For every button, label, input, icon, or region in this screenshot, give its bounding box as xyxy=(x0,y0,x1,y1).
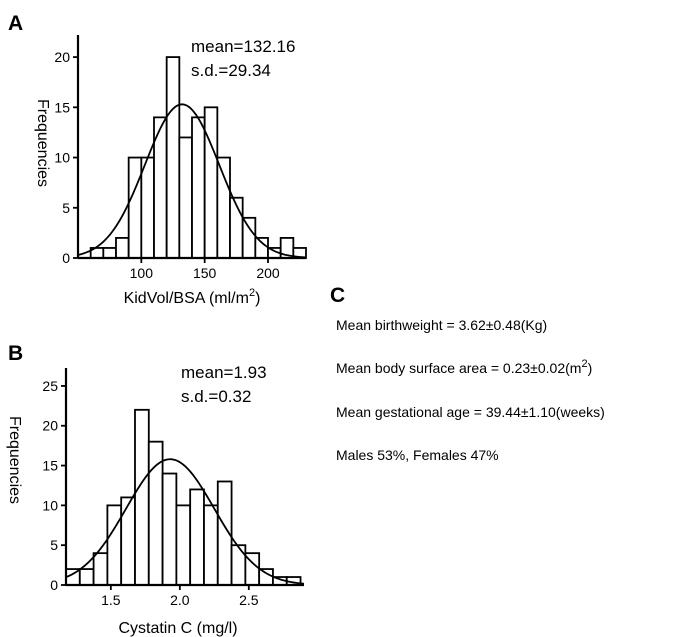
histogram-bar xyxy=(78,568,95,586)
panel-b-normal-fit-curve xyxy=(65,458,305,585)
panel-a-bars xyxy=(89,56,307,259)
histogram-bar xyxy=(191,116,206,259)
panel-a-axes xyxy=(73,35,306,263)
sex-ratio-text: Males 53%, Females 47% xyxy=(336,447,499,463)
histogram-bar xyxy=(134,408,150,586)
panel-b-letter: B xyxy=(8,342,23,365)
y-tick-label: 15 xyxy=(54,99,70,115)
y-tick-label: 0 xyxy=(62,250,70,266)
histogram-bar xyxy=(203,504,219,586)
histogram-bar xyxy=(254,237,269,259)
y-tick-label: 15 xyxy=(42,458,58,474)
panel-c-letter: C xyxy=(330,284,345,307)
histogram-bar xyxy=(161,472,178,586)
x-tick-label: 1.5 xyxy=(101,592,121,608)
x-tick-label: 2.0 xyxy=(170,592,190,608)
histogram-bar xyxy=(127,156,143,259)
panel-b-sd-label: s.d.=0.32 xyxy=(181,387,251,406)
panel-b-mean-label: mean=1.93 xyxy=(181,363,267,382)
x-tick-label: 2.5 xyxy=(239,592,259,608)
y-tick-label: 20 xyxy=(54,49,70,65)
panel-c: C Mean birthweight = 3.62±0.48(Kg) Mean … xyxy=(330,284,605,463)
panel-a-x-axis-title: KidVol/BSA (ml/m2) xyxy=(124,287,261,307)
panel-a-mean-label: mean=132.16 xyxy=(191,37,295,56)
histogram-bar xyxy=(92,552,109,586)
panel-b: B 0 5 10 15 20 25 1.5 2.0 2.5 Frequencies Cystat… xyxy=(6,342,305,637)
y-tick-label: 20 xyxy=(42,418,58,434)
histogram-bar xyxy=(230,544,247,586)
panel-a-letter: A xyxy=(8,12,23,35)
histogram-bar xyxy=(165,56,181,259)
histogram-bar xyxy=(120,496,136,586)
histogram-bar xyxy=(216,156,231,259)
birthweight-text: Mean birthweight = 3.62±0.48(Kg) xyxy=(336,317,547,333)
panel-a-normal-fit-curve xyxy=(77,103,307,259)
panel-b-y-axis-title: Frequencies xyxy=(6,416,23,504)
panel-b-axes xyxy=(61,368,304,590)
y-tick-label: 5 xyxy=(50,537,58,553)
histogram-bar xyxy=(140,156,155,259)
histogram-bar xyxy=(106,504,123,586)
histogram-bar xyxy=(175,504,192,586)
body-surface-area-text: Mean body surface area = 0.23±0.02(m2) xyxy=(336,358,592,376)
y-tick-label: 5 xyxy=(62,200,70,216)
histogram-bar xyxy=(102,247,117,259)
panel-a-y-axis-title: Frequencies xyxy=(34,99,51,187)
y-tick-label: 0 xyxy=(50,577,58,593)
histogram-bar xyxy=(178,136,193,259)
x-tick-label: 150 xyxy=(193,265,217,281)
histogram-bar xyxy=(189,488,205,586)
histogram-bar xyxy=(258,568,274,586)
x-tick-label: 100 xyxy=(130,265,154,281)
panel-a: A 0 5 10 15 20 100 150 200 Frequencies KidVol/B… xyxy=(8,12,307,307)
gestational-age-text: Mean gestational age = 39.44±1.10(weeks) xyxy=(336,404,605,420)
panel-a-sd-label: s.d.=29.34 xyxy=(191,61,271,80)
x-tick-label: 200 xyxy=(256,265,280,281)
panel-b-bars xyxy=(65,408,302,586)
panel-b-tick-labels: 0 5 10 15 20 25 1.5 2.0 2.5 xyxy=(42,378,258,608)
y-tick-label: 10 xyxy=(54,150,70,166)
histogram-bar xyxy=(241,216,257,259)
y-tick-label: 10 xyxy=(42,497,58,513)
histogram-bar xyxy=(115,237,130,259)
y-tick-label: 25 xyxy=(42,378,58,394)
panel-a-tick-labels: 0 5 10 15 20 100 150 200 xyxy=(54,49,279,281)
histogram-bar xyxy=(203,106,219,259)
panel-b-x-axis-title: Cystatin C (mg/l) xyxy=(118,620,237,637)
